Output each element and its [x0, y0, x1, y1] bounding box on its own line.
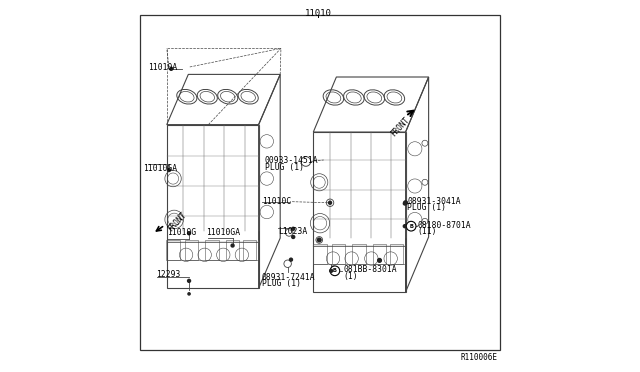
Text: PLUG (1): PLUG (1): [262, 279, 301, 288]
Circle shape: [188, 232, 191, 235]
Circle shape: [168, 169, 170, 171]
Bar: [353, 244, 365, 264]
Bar: [373, 244, 386, 264]
Text: 11010: 11010: [305, 9, 332, 18]
Text: 12293: 12293: [156, 270, 180, 279]
Circle shape: [330, 266, 340, 276]
Text: 11010C: 11010C: [262, 197, 292, 206]
Circle shape: [404, 201, 408, 205]
Circle shape: [403, 202, 406, 205]
Circle shape: [231, 244, 234, 247]
Bar: [332, 244, 346, 264]
Circle shape: [378, 259, 381, 262]
Circle shape: [188, 293, 190, 295]
Circle shape: [292, 235, 294, 238]
Bar: [205, 240, 219, 260]
Bar: [185, 240, 198, 260]
Text: 08931-3041A: 08931-3041A: [408, 197, 461, 206]
Text: 00933-1451A: 00933-1451A: [265, 156, 319, 165]
Text: (11): (11): [417, 227, 437, 236]
Text: PLUG (1): PLUG (1): [265, 163, 304, 171]
Circle shape: [188, 279, 191, 282]
Text: PLUG (1): PLUG (1): [408, 203, 447, 212]
Text: L1023A: L1023A: [278, 227, 308, 236]
Text: 11010A: 11010A: [148, 63, 177, 72]
Text: R110006E: R110006E: [461, 353, 498, 362]
Circle shape: [292, 227, 294, 230]
Bar: [226, 240, 239, 260]
Text: 08180-8701A: 08180-8701A: [417, 221, 471, 230]
Circle shape: [403, 225, 406, 228]
Text: B: B: [409, 224, 413, 229]
Text: 081BB-8301A: 081BB-8301A: [343, 265, 397, 274]
Text: FRONT: FRONT: [166, 210, 188, 233]
Circle shape: [330, 269, 333, 272]
Text: 08931-7241A: 08931-7241A: [262, 273, 316, 282]
Text: 11010G: 11010G: [167, 228, 196, 237]
Text: B: B: [333, 268, 337, 273]
Text: (1): (1): [343, 272, 358, 280]
Bar: [390, 244, 403, 264]
Circle shape: [406, 221, 416, 231]
Circle shape: [170, 67, 173, 70]
Text: 11010GA: 11010GA: [207, 228, 241, 237]
Text: 11010GA: 11010GA: [143, 164, 177, 173]
Bar: [314, 244, 326, 264]
Text: FRONT: FRONT: [389, 115, 411, 138]
Circle shape: [328, 201, 332, 204]
Bar: [166, 240, 180, 260]
Bar: [243, 240, 256, 260]
Circle shape: [317, 238, 321, 242]
Circle shape: [289, 258, 292, 261]
